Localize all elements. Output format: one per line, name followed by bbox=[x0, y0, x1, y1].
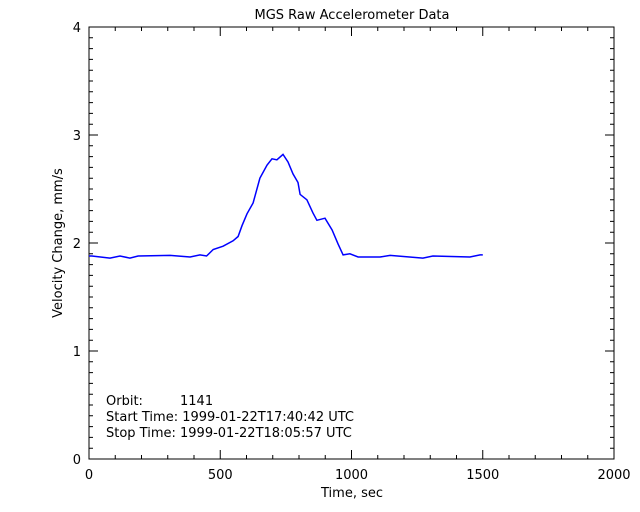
x-axis-label: Time, sec bbox=[320, 486, 383, 501]
x-tick-label: 1500 bbox=[466, 468, 499, 483]
chart-title: MGS Raw Accelerometer Data bbox=[254, 8, 449, 23]
x-tick-label: 0 bbox=[85, 468, 93, 483]
series-line bbox=[89, 153, 483, 259]
stop-time: Stop Time: 1999-01-22T18:05:57 UTC bbox=[106, 426, 352, 441]
y-tick-label: 0 bbox=[73, 453, 81, 468]
y-tick-label: 1 bbox=[73, 345, 81, 360]
plot-frame bbox=[88, 26, 615, 460]
x-tick-label: 2000 bbox=[597, 468, 630, 483]
y-axis-label: Velocity Change, mm/s bbox=[51, 168, 66, 318]
axis-ticks bbox=[88, 26, 615, 460]
x-tick-label: 1000 bbox=[335, 468, 368, 483]
y-tick-label: 2 bbox=[73, 237, 81, 252]
y-tick-label: 4 bbox=[73, 21, 81, 36]
y-tick-label: 3 bbox=[73, 129, 81, 144]
orbit-value: 1141 bbox=[180, 394, 213, 409]
x-tick-label: 500 bbox=[208, 468, 233, 483]
start-time: Start Time: 1999-01-22T17:40:42 UTC bbox=[106, 410, 354, 425]
orbit-label: Orbit: bbox=[106, 394, 143, 409]
